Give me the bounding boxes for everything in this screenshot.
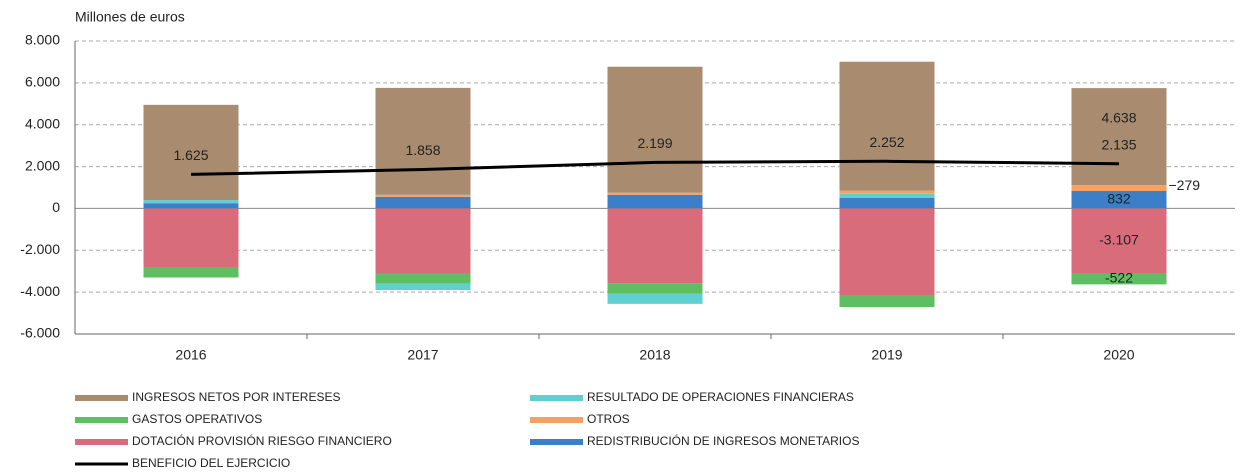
bar-segment (607, 283, 703, 294)
bar-segment (375, 196, 471, 209)
bar-segment (1071, 208, 1167, 274)
bar-segment (143, 208, 239, 268)
bar-segment (607, 293, 703, 304)
data-label: 832 (1107, 190, 1131, 206)
data-label: -522 (1105, 270, 1133, 286)
legend-swatch (75, 395, 128, 401)
bar-segment (143, 104, 239, 201)
bar-segment (839, 61, 935, 191)
line-label: 1.625 (173, 147, 208, 163)
legend-swatch (530, 417, 583, 423)
y-tick-label: 4.000 (25, 115, 60, 131)
y-tick-label: 8.000 (25, 32, 60, 48)
bar-segment (1071, 185, 1167, 192)
bar-segment (1071, 88, 1167, 186)
bar-segment (839, 208, 935, 296)
x-tick-label: 2016 (175, 347, 206, 363)
line-label: 2.252 (869, 134, 904, 150)
legend-label: BENEFICIO DEL EJERCICIO (132, 456, 290, 470)
bar-segment (375, 208, 471, 274)
bar-segment (1071, 273, 1167, 285)
bar-segment (607, 66, 703, 193)
legend-label: RESULTADO DE OPERACIONES FINANCIERAS (587, 390, 854, 404)
legend-label: OTROS (587, 412, 630, 426)
bar-segment (143, 203, 239, 209)
legend-swatch (75, 417, 128, 423)
y-tick-label: 6.000 (25, 74, 60, 90)
legend-label: REDISTRIBUCIÓN DE INGRESOS MONETARIOS (587, 433, 859, 448)
bar-segment (375, 283, 471, 291)
x-tick-label: 2017 (407, 347, 438, 363)
bar-segment (607, 192, 703, 195)
bar-segment (839, 190, 935, 194)
legend-swatch (75, 439, 128, 445)
y-tick-label: -2.000 (20, 241, 60, 257)
data-label: -3.107 (1099, 232, 1139, 248)
bar-segment (143, 200, 239, 204)
legend-label: DOTACIÓN PROVISIÓN RIESGO FINANCIERO (132, 433, 392, 448)
line-series (190, 159, 1120, 176)
y-axis-label: Millones de euros (75, 9, 185, 25)
bar-segment (839, 193, 935, 198)
legend-swatch (530, 439, 583, 445)
x-tick-label: 2020 (1103, 347, 1134, 363)
bar-segment (375, 194, 471, 197)
bar-segment (607, 208, 703, 284)
bar-segment (375, 273, 471, 284)
bar-segment (607, 194, 703, 209)
legend-label: GASTOS OPERATIVOS (132, 412, 262, 426)
legend-swatch (530, 395, 583, 401)
bar-segment (1071, 191, 1167, 209)
legend-label: INGRESOS NETOS POR INTERESES (132, 390, 341, 404)
bar-segment (375, 87, 471, 195)
y-tick-label: -6.000 (20, 325, 60, 341)
line-label: 2.135 (1101, 136, 1136, 152)
y-tick-label: -4.000 (20, 283, 60, 299)
x-tick-label: 2018 (639, 347, 670, 363)
line-label: 2.199 (637, 135, 672, 151)
line-label: 1.858 (405, 142, 440, 158)
bar-segment (839, 295, 935, 308)
x-tick-label: 2019 (871, 347, 902, 363)
y-tick-label: 2.000 (25, 157, 60, 173)
annotation: −279 (1169, 177, 1201, 193)
bar-segment (143, 267, 239, 278)
data-label: 4.638 (1101, 109, 1136, 125)
bar-segment (839, 197, 935, 209)
y-tick-label: 0 (52, 199, 60, 215)
